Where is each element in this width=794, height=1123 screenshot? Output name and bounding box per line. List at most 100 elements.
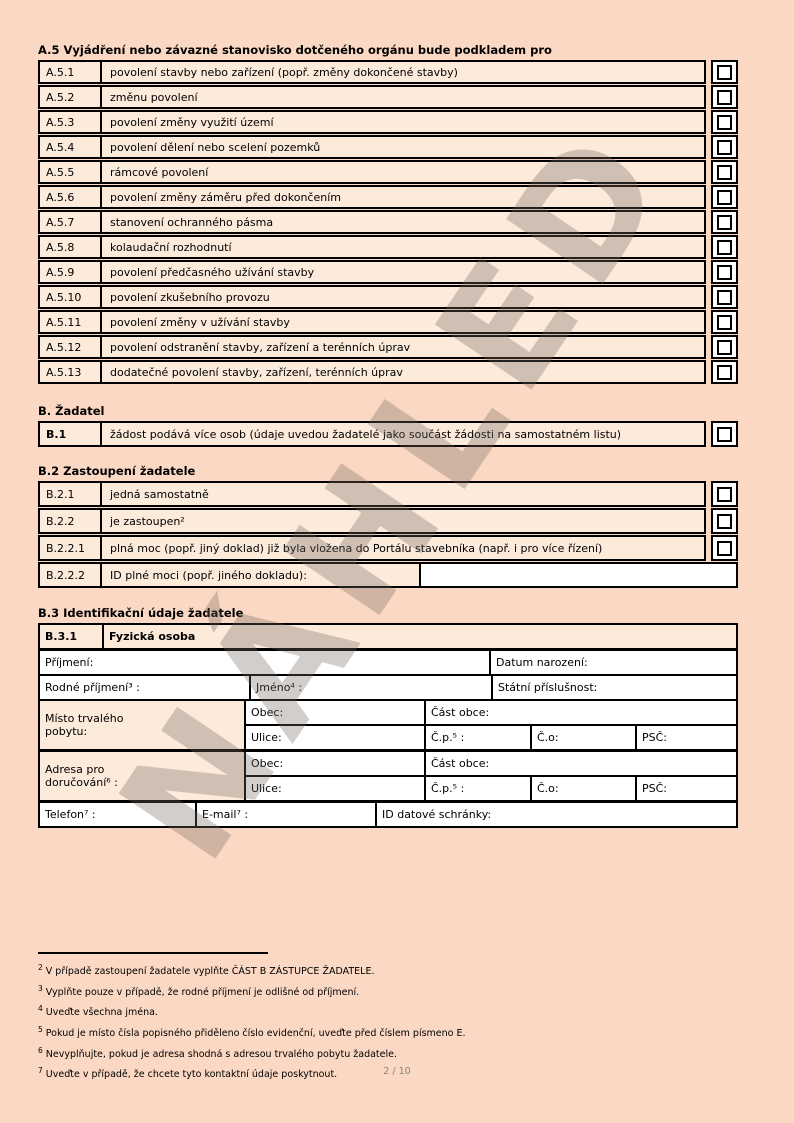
section-a5-heading: A.5 Vyjádření nebo závazné stanovisko do… <box>38 43 552 57</box>
footnote-marker: 6 <box>38 1045 43 1055</box>
power-of-attorney-id-input[interactable] <box>419 564 736 586</box>
birth-surname-field[interactable]: Rodné příjmení³ : <box>40 676 249 699</box>
checkbox-a5-8[interactable] <box>717 239 732 255</box>
permanent-residence-fields: Obec: Část obce: Ulice: Č.p.⁵ : Č.o: PSČ… <box>244 701 736 749</box>
house-number-field[interactable]: Č.p.⁵ : <box>424 726 530 749</box>
checkbox-cell <box>711 210 738 234</box>
row-id: A.5.11 <box>40 312 102 332</box>
table-row-a5-9: A.5.9 povolení předčasného užívání stavby <box>38 260 738 284</box>
checkbox-a5-4[interactable] <box>717 139 732 155</box>
table-row-a5-1: A.5.1 povolení stavby nebo zařízení (popř… <box>38 60 738 84</box>
footnote-text: Pokud je místo čísla popisného přiděleno… <box>45 1028 466 1040</box>
checkbox-cell <box>711 60 738 84</box>
footnote-7: 7 Uveďte v případě, že chcete tyto kontak… <box>38 1063 738 1084</box>
table-row-a5-5: A.5.5 rámcové povolení <box>38 160 738 184</box>
row-label: povolení stavby nebo zařízení (popř. změ… <box>110 65 458 79</box>
section-b3-heading: B.3 Identifikační údaje žadatele <box>38 606 244 620</box>
checkbox-cell <box>711 135 738 159</box>
birth-date-field[interactable]: Datum narození: <box>489 651 736 674</box>
surname-field[interactable]: Příjmení: <box>40 651 489 674</box>
municipality-part-field[interactable]: Část obce: <box>424 752 736 775</box>
table-row-b1: B.1 žádost podává více osob (údaje uvedou… <box>38 421 738 447</box>
checkbox-a5-1[interactable] <box>717 64 732 80</box>
checkbox-cell <box>711 85 738 109</box>
row-id: A.5.1 <box>40 62 102 82</box>
databox-field[interactable]: ID datové schránky: <box>375 803 736 826</box>
postal-code-field[interactable]: PSČ: <box>635 777 736 800</box>
checkbox-a5-13[interactable] <box>717 364 732 380</box>
checkbox-a5-9[interactable] <box>717 264 732 280</box>
checkbox-a5-12[interactable] <box>717 339 732 355</box>
orientation-number-field[interactable]: Č.o: <box>530 777 635 800</box>
checkbox-cell <box>711 508 738 534</box>
section-b-table: B.1 žádost podává více osob (údaje uvedou… <box>38 421 738 447</box>
checkbox-a5-11[interactable] <box>717 314 732 330</box>
checkbox-a5-6[interactable] <box>717 189 732 205</box>
table-row-a5-6: A.5.6 povolení změny záměru před dokončen… <box>38 185 738 209</box>
row-label: povolení změny využití území <box>110 115 274 129</box>
street-field[interactable]: Ulice: <box>244 777 424 800</box>
row-id: A.5.9 <box>40 262 102 282</box>
checkbox-a5-2[interactable] <box>717 89 732 105</box>
checkbox-a5-3[interactable] <box>717 114 732 130</box>
b3-row-names: Rodné příjmení³ : Jméno⁴ : Státní příslu… <box>40 674 736 699</box>
checkbox-cell <box>711 110 738 134</box>
first-name-field[interactable]: Jméno⁴ : <box>249 676 491 699</box>
nationality-field[interactable]: Státní příslušnost: <box>491 676 736 699</box>
table-row-a5-4: A.5.4 povolení dělení nebo scelení pozemk… <box>38 135 738 159</box>
field-label: PSČ: <box>642 731 668 744</box>
table-row-a5-10: A.5.10 povolení zkušebního provozu <box>38 285 738 309</box>
checkbox-b2-1[interactable] <box>717 486 732 502</box>
checkbox-b2-2-1[interactable] <box>717 540 732 556</box>
footnote-text: Uveďte všechna jména. <box>45 1007 158 1019</box>
address-line-1: Obec: Část obce: <box>244 701 736 724</box>
phone-field[interactable]: Telefon⁷ : <box>40 803 195 826</box>
postal-code-field[interactable]: PSČ: <box>635 726 736 749</box>
delivery-address-fields: Obec: Část obce: Ulice: Č.p.⁵ : Č.o: PSČ… <box>244 752 736 800</box>
row-id: B.1 <box>40 423 102 445</box>
row-label: povolení změny v užívání stavby <box>110 315 290 329</box>
field-label: Státní příslušnost: <box>498 681 598 694</box>
email-field[interactable]: E-mail⁷ : <box>195 803 375 826</box>
table-row-a5-8: A.5.8 kolaudační rozhodnutí <box>38 235 738 259</box>
field-label: Jméno⁴ : <box>256 681 303 694</box>
row-label: žádost podává více osob (údaje uvedou ža… <box>110 427 622 441</box>
subsection-id: B.3.1 <box>40 625 102 648</box>
field-label: Telefon⁷ : <box>45 808 96 821</box>
row-label: povolení změny záměru před dokončením <box>110 190 341 204</box>
house-number-field[interactable]: Č.p.⁵ : <box>424 777 530 800</box>
b3-row-permanent-residence: Místo trvalého pobytu: Obec: Část obce: … <box>40 699 736 749</box>
checkbox-cell <box>711 421 738 447</box>
field-label: Místo trvalého pobytu: <box>45 712 124 738</box>
checkbox-b1[interactable] <box>717 426 732 442</box>
address-line-1: Obec: Část obce: <box>244 752 736 775</box>
field-label: Č.p.⁵ : <box>431 782 465 795</box>
table-row-b2-1: B.2.1 jedná samostatně <box>38 481 738 507</box>
checkbox-a5-5[interactable] <box>717 164 732 180</box>
delivery-address-label: Adresa pro doručování⁶ : <box>40 752 244 800</box>
street-field[interactable]: Ulice: <box>244 726 424 749</box>
checkbox-cell <box>711 535 738 561</box>
checkbox-b2-2[interactable] <box>717 513 732 529</box>
footnote-text: Uveďte v případě, že chcete tyto kontakt… <box>45 1069 338 1081</box>
checkbox-a5-10[interactable] <box>717 289 732 305</box>
municipality-part-field[interactable]: Část obce: <box>424 701 736 724</box>
footnote-marker: 4 <box>38 1004 43 1014</box>
municipality-field[interactable]: Obec: <box>244 752 424 775</box>
municipality-field[interactable]: Obec: <box>244 701 424 724</box>
orientation-number-field[interactable]: Č.o: <box>530 726 635 749</box>
checkbox-a5-7[interactable] <box>717 214 732 230</box>
section-b3-table: B.3.1 Fyzická osoba Příjmení: Datum naro… <box>38 623 738 828</box>
table-row-a5-7: A.5.7 stanovení ochranného pásma <box>38 210 738 234</box>
field-label: E-mail⁷ : <box>202 808 249 821</box>
form-content: A.5 Vyjádření nebo závazné stanovisko do… <box>38 44 738 1084</box>
field-label: Č.o: <box>537 782 559 795</box>
section-b2-table: B.2.1 jedná samostatně B.2.2 je zastoupen²… <box>38 481 738 588</box>
footnote-5: 5 Pokud je místo čísla popisného přidělen… <box>38 1022 738 1043</box>
row-label: povolení předčasného užívání stavby <box>110 265 315 279</box>
row-id: A.5.3 <box>40 112 102 132</box>
row-id: A.5.8 <box>40 237 102 257</box>
footnote-4: 4 Uveďte všechna jména. <box>38 1001 738 1022</box>
